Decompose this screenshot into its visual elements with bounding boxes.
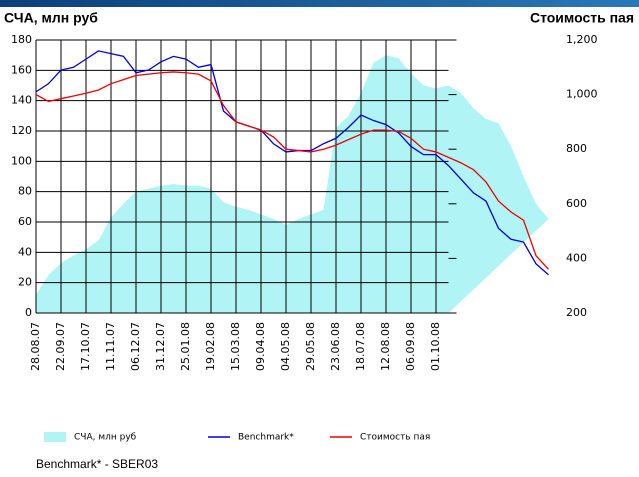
y-tick-label: 180: [11, 33, 32, 46]
y-tick-label: 40: [18, 245, 32, 258]
y-tick-label: 160: [11, 63, 32, 76]
legend-label: Benchmark*: [238, 433, 294, 443]
area: [36, 55, 549, 314]
x-tick-label: 28.08.07: [29, 322, 42, 371]
y2-tick-label: 600: [566, 197, 587, 210]
y2-tick-label: 400: [566, 251, 587, 264]
y-tick-label: 120: [11, 124, 32, 137]
x-tick-label: 15.03.08: [229, 322, 242, 371]
x-tick-label: 18.07.08: [354, 322, 367, 371]
x-tick-label: 04.05.08: [279, 322, 292, 371]
legend-label: Стоимость пая: [360, 433, 430, 443]
x-tick-label: 31.12.07: [154, 322, 167, 371]
x-tick-label: 17.10.07: [79, 322, 92, 371]
y2-axis-title: Стоимость пая: [530, 10, 634, 26]
y2-tick-label: 1,000: [566, 88, 598, 101]
y-tick-label: 0: [25, 306, 32, 319]
y-tick-label: 100: [11, 154, 32, 167]
x-tick-label: 01.10.08: [429, 322, 442, 371]
x-tick-label: 06.09.08: [404, 322, 417, 371]
y2-tick-label: 200: [566, 306, 587, 319]
y-tick-label: 20: [18, 276, 32, 289]
x-tick-label: 25.01.08: [179, 322, 192, 371]
y-tick-label: 60: [18, 215, 32, 228]
line: [35, 50, 549, 276]
y2-tick-label: 1,200: [566, 33, 598, 46]
y-axis-title: СЧА, млн руб: [4, 10, 98, 26]
y2-tick-label: 800: [566, 142, 587, 155]
line: [35, 71, 549, 270]
x-tick-label: 29.05.08: [304, 322, 317, 371]
y-tick-label: 140: [11, 94, 32, 107]
y-tick-label: 80: [18, 185, 32, 198]
header-strip: [0, 0, 639, 7]
x-tick-label: 19.02.08: [204, 322, 217, 371]
legend-label: СЧА, млн руб: [74, 433, 137, 443]
x-tick-label: 06.12.07: [129, 322, 142, 371]
legend-swatch: [44, 432, 66, 442]
x-tick-label: 12.08.08: [379, 322, 392, 371]
x-tick-label: 22.09.07: [54, 322, 67, 371]
x-tick-label: 23.06.08: [329, 322, 342, 371]
x-tick-label: 09.04.08: [254, 322, 267, 371]
x-tick-label: 11.11.07: [104, 322, 117, 371]
footnote: Benchmark* - SBER03: [36, 457, 158, 471]
